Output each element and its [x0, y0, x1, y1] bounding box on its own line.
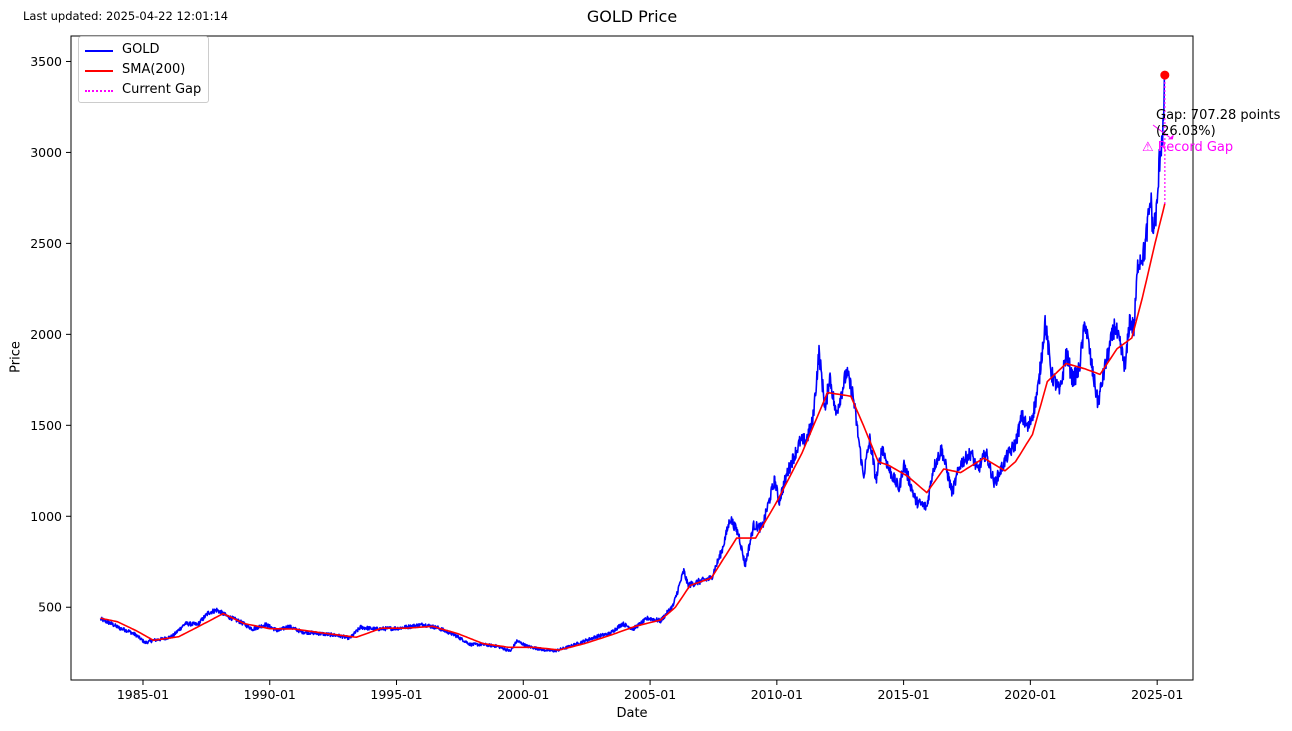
x-tick-label: 2015-01 — [877, 687, 929, 702]
gap-annotation-value: Gap: 707.28 points — [1156, 108, 1281, 123]
current-price-marker — [1160, 70, 1170, 80]
y-tick-label: 2500 — [30, 236, 62, 251]
x-axis-title: Date — [616, 706, 648, 721]
chart-title: GOLD Price — [586, 7, 678, 26]
x-tick-label: 2010-01 — [751, 687, 803, 702]
legend-swatch-gold — [85, 50, 113, 52]
series-sma200-line — [100, 203, 1166, 651]
x-tick-label: 1995-01 — [370, 687, 422, 702]
legend-label-sma: SMA(200) — [122, 62, 186, 77]
plot-frame — [70, 35, 1194, 681]
series-gold-line — [99, 74, 1166, 653]
x-axis: 1985-01 1990-01 1995-01 2000-01 2005-01 2010-… — [117, 680, 1183, 702]
gap-annotation-arrow — [1152, 124, 1171, 138]
last-updated-label: Last updated: 2025-04-22 12:01:14 — [23, 9, 229, 23]
y-tick-label: 2000 — [30, 327, 62, 342]
gap-annotation: Gap: 707.28 points (26.03%) — [1156, 108, 1280, 140]
gap-annotation-percent: (26.03%) — [1156, 124, 1216, 139]
gap-annotation-arrowhead — [1167, 134, 1174, 140]
y-tick-label: 1500 — [30, 418, 62, 433]
record-gap-warning: ⚠ Record Gap — [1142, 140, 1234, 155]
x-tick-label: 1985-01 — [117, 687, 169, 702]
legend-label-gold: GOLD — [122, 42, 160, 57]
y-axis: 500 1000 1500 2000 2500 3000 3500 — [30, 54, 71, 615]
x-tick-label: 2005-01 — [624, 687, 676, 702]
legend-label-gap: Current Gap — [122, 82, 202, 97]
y-tick-label: 500 — [38, 600, 62, 615]
y-tick-label: 3000 — [30, 145, 62, 160]
x-tick-label: 1990-01 — [244, 687, 296, 702]
y-tick-label: 1000 — [30, 509, 62, 524]
y-axis-title: Price — [8, 341, 24, 373]
legend-swatch-sma — [85, 70, 113, 72]
legend: GOLD SMA(200) Current Gap — [78, 36, 209, 103]
x-tick-label: 2025-01 — [1131, 687, 1183, 702]
y-tick-label: 3500 — [30, 54, 62, 69]
x-tick-label: 2020-01 — [1004, 687, 1056, 702]
plot-area — [99, 70, 1174, 653]
legend-swatch-gap — [85, 90, 113, 92]
x-tick-label: 2000-01 — [497, 687, 549, 702]
